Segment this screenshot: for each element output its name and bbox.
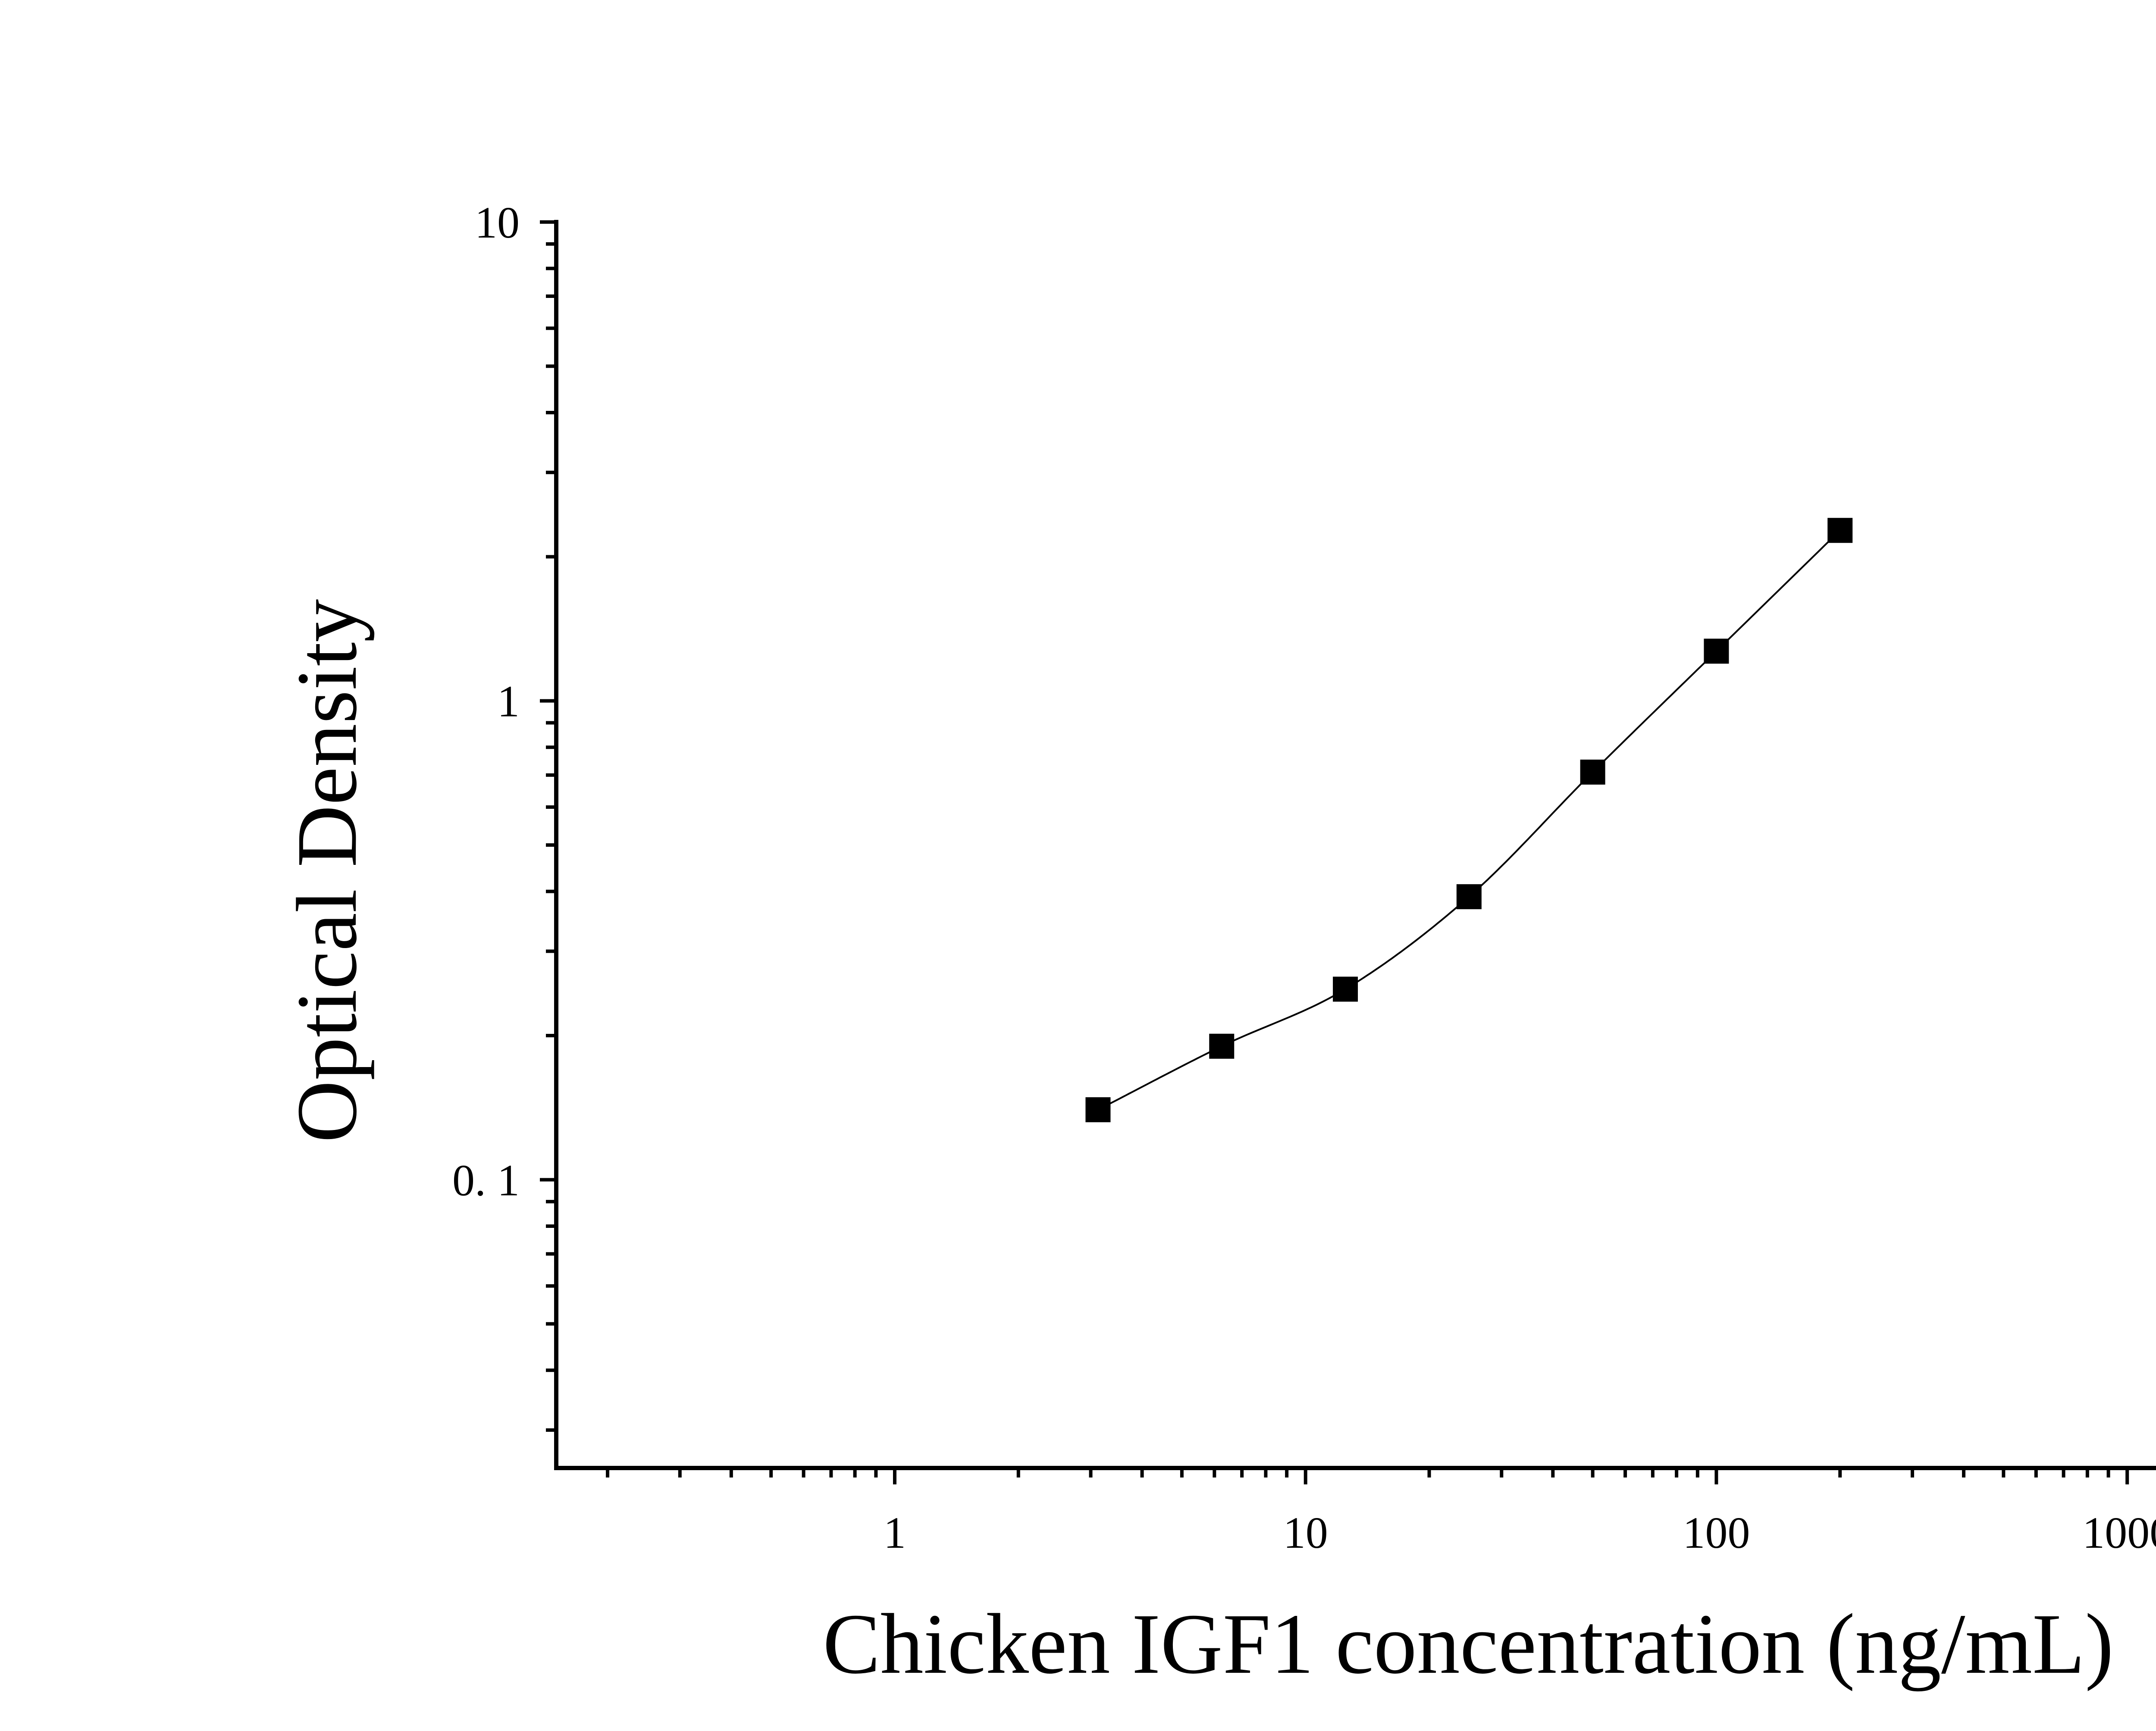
x-tick-label: 1 [884, 1508, 906, 1558]
y-tick-label: 0. 1 [452, 1155, 520, 1205]
ticks [540, 220, 2129, 1484]
x-axis-title: Chicken IGF1 concentration (ng/mL) [823, 1596, 2114, 1692]
x-tick-label: 100 [1683, 1508, 1750, 1558]
tick-labels: 0. 1 1 10 1 10 100 1000 [452, 198, 2156, 1558]
data-point [1085, 1097, 1111, 1123]
y-tick-label: 10 [475, 198, 520, 247]
data-point [1704, 639, 1729, 664]
data-point [1209, 1033, 1235, 1059]
fit-curve [1097, 529, 1841, 1111]
data-point [1580, 759, 1605, 785]
data-point [1333, 977, 1358, 1002]
y-tick-label: 1 [497, 677, 520, 726]
x-tick-label: 10 [1283, 1508, 1328, 1558]
y-axis-title: Optical Density [279, 599, 375, 1143]
data-point [1827, 518, 1853, 543]
data-point [1456, 884, 1482, 909]
data-points [1085, 518, 1853, 1123]
axes [554, 220, 2156, 1470]
x-tick-label: 1000 [2082, 1508, 2156, 1558]
fit-curve-group [1097, 529, 1841, 1111]
